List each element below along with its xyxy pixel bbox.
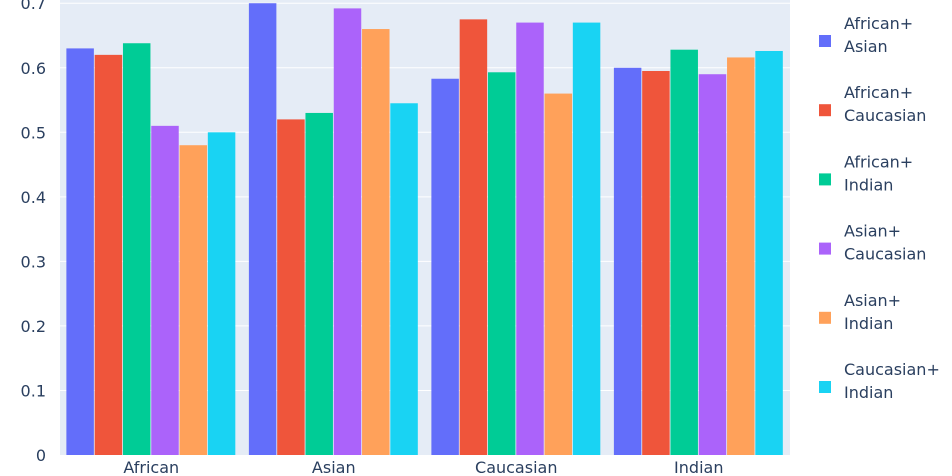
- legend-swatch: [819, 35, 831, 47]
- bar: [207, 132, 236, 455]
- legend[interactable]: African+ Asian African+ Caucasian African+ In…: [819, 14, 940, 402]
- bar: [487, 72, 516, 455]
- y-axis-ticks: 0 0.1 0.2 0.3 0.4 0.5 0.6 0.7: [21, 0, 46, 465]
- legend-label: Asian: [844, 37, 888, 56]
- legend-label: African+: [844, 83, 913, 102]
- y-tick-label: 0.6: [21, 59, 46, 78]
- bar: [94, 54, 123, 455]
- bar: [572, 22, 601, 455]
- legend-item[interactable]: African+ Asian: [819, 14, 913, 56]
- y-tick-label: 0.7: [21, 0, 46, 13]
- y-tick-label: 0.1: [21, 381, 46, 400]
- legend-label: Indian: [844, 314, 893, 333]
- bars: [66, 3, 783, 456]
- legend-label: African+: [844, 14, 913, 33]
- y-tick-label: 0.4: [21, 188, 46, 207]
- bar: [333, 8, 362, 455]
- bar: [727, 57, 755, 455]
- bar: [277, 119, 305, 456]
- y-tick-label: 0: [36, 446, 46, 465]
- legend-item[interactable]: African+ Caucasian: [819, 83, 926, 125]
- bar: [613, 67, 642, 455]
- bar: [122, 43, 151, 455]
- bar: [698, 74, 727, 456]
- legend-item[interactable]: Asian+ Caucasian: [819, 222, 926, 264]
- bar: [670, 49, 698, 455]
- bar: [459, 19, 488, 456]
- legend-label: Indian: [844, 383, 893, 402]
- bar: [544, 93, 573, 456]
- y-tick-label: 0.3: [21, 252, 46, 271]
- legend-swatch: [819, 381, 831, 393]
- y-tick-label: 0.5: [21, 123, 46, 142]
- legend-label: Caucasian+: [844, 360, 940, 379]
- bar: [431, 78, 459, 456]
- bar: [642, 70, 670, 455]
- legend-swatch: [819, 242, 831, 255]
- x-tick-label: Indian: [674, 458, 723, 476]
- legend-item[interactable]: Asian+ Indian: [819, 291, 901, 333]
- bar: [305, 112, 333, 455]
- y-tick-label: 0.2: [21, 317, 46, 336]
- x-axis-ticks: African Asian Caucasian Indian: [123, 458, 723, 476]
- legend-label: Caucasian: [844, 106, 926, 125]
- bar: [248, 3, 277, 455]
- bar: [390, 103, 418, 455]
- legend-item[interactable]: African+ Indian: [819, 152, 913, 194]
- legend-swatch: [819, 104, 831, 117]
- x-tick-label: African: [123, 458, 179, 476]
- legend-item[interactable]: Caucasian+ Indian: [819, 360, 940, 402]
- x-tick-label: Asian: [312, 458, 356, 476]
- bar: [755, 50, 783, 456]
- bar: [151, 125, 179, 455]
- bar: [362, 29, 390, 456]
- legend-label: Asian+: [844, 291, 901, 310]
- bar: [66, 48, 94, 455]
- bar: [179, 145, 208, 455]
- legend-label: Asian+: [844, 222, 901, 241]
- legend-label: African+: [844, 152, 913, 171]
- legend-label: Caucasian: [844, 245, 926, 264]
- bar: [516, 22, 544, 455]
- legend-swatch: [819, 173, 831, 186]
- x-tick-label: Caucasian: [475, 458, 557, 476]
- legend-swatch: [819, 311, 831, 324]
- legend-label: Indian: [844, 175, 893, 194]
